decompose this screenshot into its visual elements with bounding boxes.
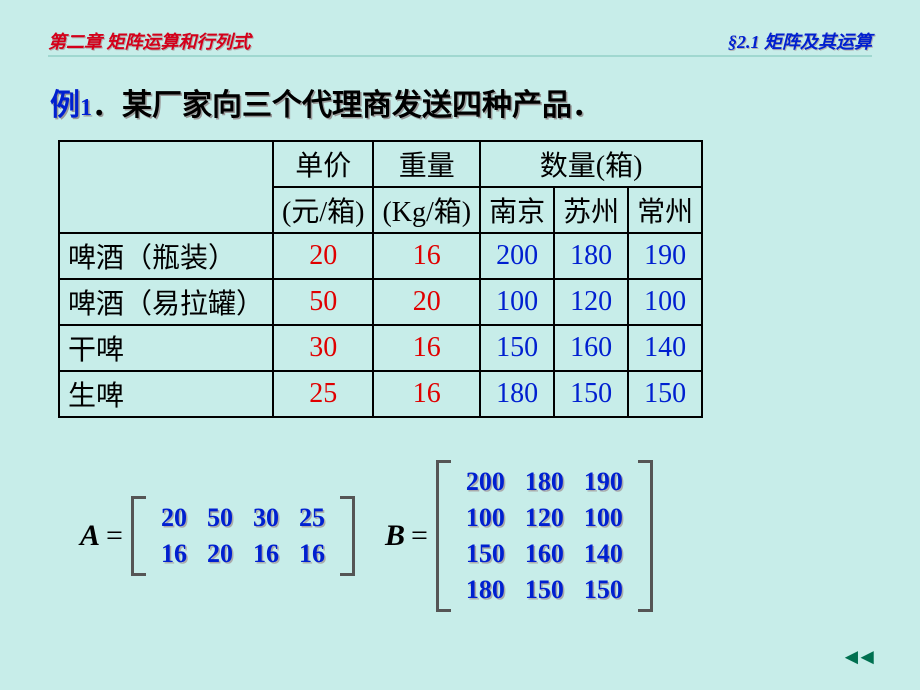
matrix-B-grid: 200180190100120100150160140180150150	[450, 460, 639, 612]
matrix-cell: 20	[151, 500, 197, 536]
cell-qty: 150	[480, 325, 554, 371]
col-weight-unit: (Kg/箱)	[373, 187, 480, 233]
matrix-cell: 120	[515, 500, 574, 536]
example-label: 例	[50, 89, 80, 122]
table-row: 啤酒（易拉罐）5020100120100	[59, 279, 702, 325]
cell-weight: 20	[373, 279, 480, 325]
cell-price: 25	[273, 371, 373, 417]
cell-qty: 100	[628, 279, 702, 325]
matrix-A: A = 2050302516201616	[80, 496, 355, 576]
section-title: §2.1 矩阵及其运算	[728, 28, 872, 54]
equals-sign: =	[106, 519, 123, 553]
col-city2: 苏州	[554, 187, 628, 233]
matrix-cell: 16	[151, 536, 197, 572]
matrix-cell: 150	[574, 572, 633, 608]
cell-qty: 140	[628, 325, 702, 371]
col-city1: 南京	[480, 187, 554, 233]
cell-qty: 200	[480, 233, 554, 279]
col-qty: 数量(箱)	[480, 141, 702, 187]
rewind-icon[interactable]: ◄◄	[840, 644, 872, 670]
cell-qty: 150	[628, 371, 702, 417]
matrix-cell: 16	[289, 536, 335, 572]
cell-price: 30	[273, 325, 373, 371]
matrix-cell: 150	[456, 536, 515, 572]
cell-weight: 16	[373, 371, 480, 417]
cell-weight: 16	[373, 233, 480, 279]
cell-qty: 190	[628, 233, 702, 279]
matrix-cell: 180	[456, 572, 515, 608]
row-label: 啤酒（瓶装）	[59, 233, 273, 279]
matrix-cell: 200	[456, 464, 515, 500]
chapter-title: 第二章 矩阵运算和行列式	[48, 28, 251, 54]
bracket-right-icon	[639, 460, 653, 612]
col-price-unit: (元/箱)	[273, 187, 373, 233]
example-number: 1	[80, 95, 92, 121]
cell-price: 20	[273, 233, 373, 279]
col-price: 单价	[273, 141, 373, 187]
matrix-cell: 150	[515, 572, 574, 608]
matrix-cell: 100	[574, 500, 633, 536]
col-city3: 常州	[628, 187, 702, 233]
matrix-A-label: A	[80, 519, 100, 553]
matrix-cell: 20	[197, 536, 243, 572]
example-title: 例1．某厂家向三个代理商发送四种产品．	[50, 80, 602, 124]
matrix-B-label: B	[385, 519, 405, 553]
matrices-row: A = 2050302516201616 B = 200180190100120…	[80, 460, 860, 612]
cell-qty: 120	[554, 279, 628, 325]
table-row: 生啤2516180150150	[59, 371, 702, 417]
example-text: ．某厂家向三个代理商发送四种产品．	[92, 89, 602, 122]
table-row: 啤酒（瓶装）2016200180190	[59, 233, 702, 279]
header-divider	[48, 55, 872, 57]
matrix-cell: 140	[574, 536, 633, 572]
matrix-cell: 30	[243, 500, 289, 536]
matrix-B: B = 200180190100120100150160140180150150	[385, 460, 653, 612]
page-header: 第二章 矩阵运算和行列式 §2.1 矩阵及其运算	[48, 28, 872, 54]
cell-qty: 160	[554, 325, 628, 371]
cell-qty: 180	[480, 371, 554, 417]
row-label: 啤酒（易拉罐）	[59, 279, 273, 325]
row-label: 生啤	[59, 371, 273, 417]
table-row: 干啤3016150160140	[59, 325, 702, 371]
cell-qty: 100	[480, 279, 554, 325]
cell-qty: 150	[554, 371, 628, 417]
matrix-cell: 100	[456, 500, 515, 536]
equals-sign: =	[411, 519, 428, 553]
row-label: 干啤	[59, 325, 273, 371]
cell-price: 50	[273, 279, 373, 325]
bracket-right-icon	[341, 496, 355, 576]
cell-qty: 180	[554, 233, 628, 279]
table-corner	[59, 141, 273, 233]
matrix-cell: 160	[515, 536, 574, 572]
matrix-cell: 16	[243, 536, 289, 572]
bracket-left-icon	[436, 460, 450, 612]
cell-weight: 16	[373, 325, 480, 371]
matrix-A-grid: 2050302516201616	[145, 496, 341, 576]
product-table: 单价 重量 数量(箱) (元/箱) (Kg/箱) 南京 苏州 常州 啤酒（瓶装）…	[58, 140, 703, 418]
matrix-cell: 190	[574, 464, 633, 500]
col-weight: 重量	[373, 141, 480, 187]
bracket-left-icon	[131, 496, 145, 576]
matrix-cell: 25	[289, 500, 335, 536]
matrix-cell: 50	[197, 500, 243, 536]
matrix-cell: 180	[515, 464, 574, 500]
